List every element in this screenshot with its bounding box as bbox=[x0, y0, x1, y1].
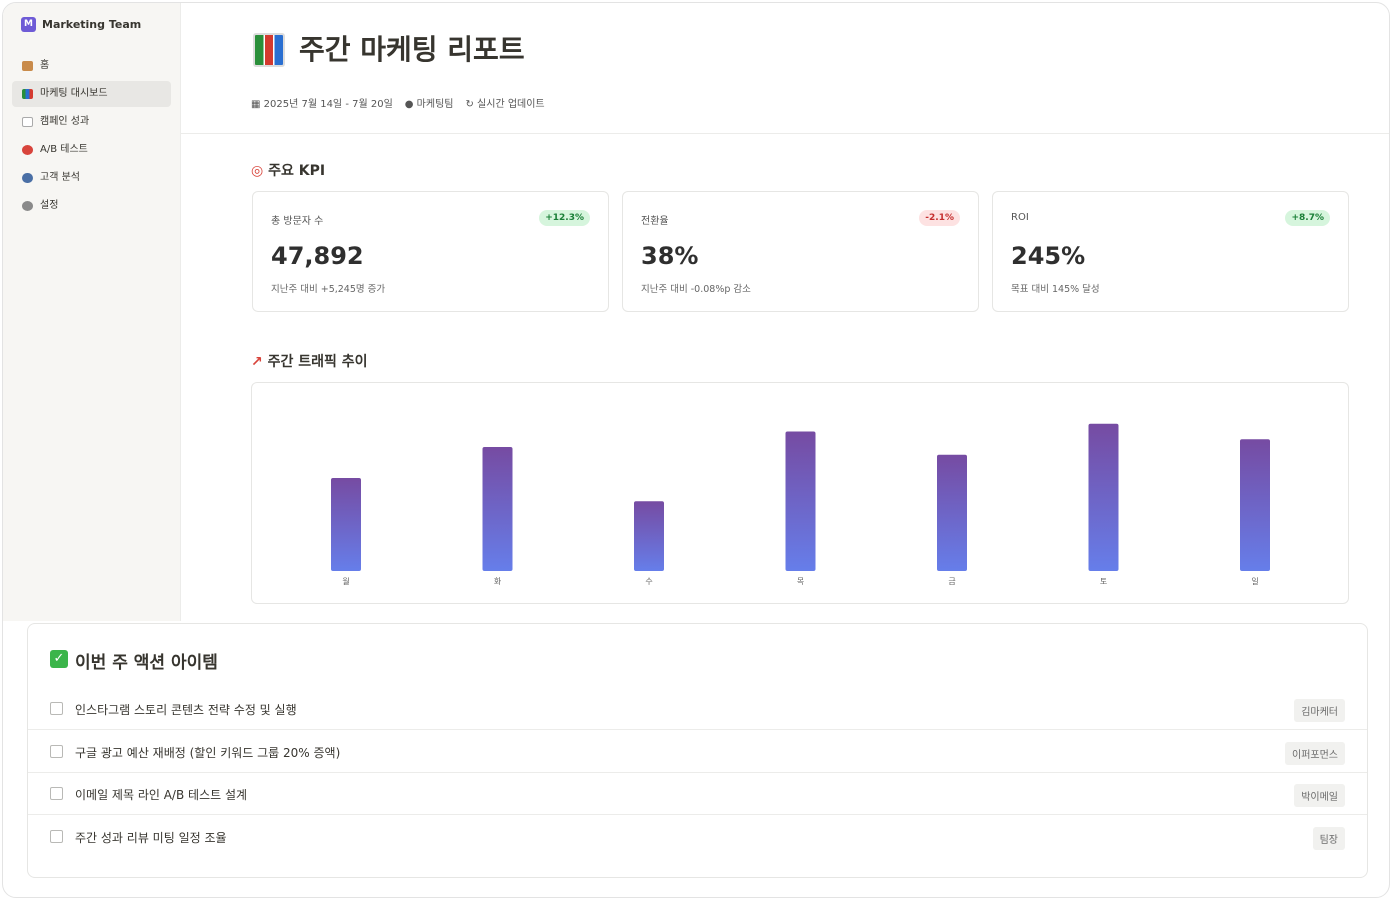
title-icon bbox=[253, 33, 285, 67]
kpi-label: 전환율 bbox=[641, 216, 669, 227]
kpi-badge: +8.7% bbox=[1285, 210, 1330, 226]
kpi-label: 총 방문자 수 bbox=[271, 216, 324, 227]
checkbox[interactable] bbox=[50, 829, 63, 843]
nav-item[interactable]: 설정 bbox=[12, 193, 171, 219]
bar bbox=[937, 454, 967, 571]
nav-item[interactable]: 홈 bbox=[12, 53, 171, 79]
action-title: 이번 주 액션 아이템 bbox=[75, 653, 218, 673]
bar bbox=[634, 501, 664, 571]
kpi-badge: -2.1% bbox=[919, 210, 960, 226]
kpi-note: 목표 대비 145% 달성 bbox=[1011, 284, 1100, 295]
x-tick-label: 화 bbox=[494, 577, 502, 586]
x-tick-label: 일 bbox=[1251, 577, 1258, 586]
nav-label: 고객 분석 bbox=[40, 172, 80, 183]
owner-tag: 박이메일 bbox=[1294, 784, 1345, 807]
check-icon: ✓ bbox=[50, 650, 68, 668]
bar bbox=[482, 447, 513, 571]
checkbox[interactable] bbox=[50, 744, 63, 758]
meta-update: ↻ 실시간 업데이트 bbox=[465, 99, 545, 110]
nav-label: 홈 bbox=[40, 60, 50, 71]
bar bbox=[1088, 423, 1119, 571]
nav-item[interactable]: 캠페인 성과 bbox=[12, 109, 171, 135]
action-row: 구글 광고 예산 재배정 (할인 키워드 그룹 20% 증액) 이퍼포먼스 bbox=[28, 731, 1367, 773]
kpi-note: 지난주 대비 -0.08%p 감소 bbox=[641, 284, 751, 295]
update: 실시간 업데이트 bbox=[477, 99, 545, 110]
x-tick-label: 금 bbox=[948, 577, 955, 586]
divider bbox=[181, 133, 1389, 134]
section-title: ↗ 주간 트래픽 추이 bbox=[251, 354, 368, 370]
nav-item[interactable]: 마케팅 대시보드 bbox=[12, 81, 171, 107]
owner-tag: 이퍼포먼스 bbox=[1285, 741, 1345, 765]
kpi-note: 지난주 대비 +5,245명 증가 bbox=[271, 284, 386, 295]
action-row: 이메일 제목 라인 A/B 테스트 설계 박이메일 bbox=[28, 773, 1367, 815]
x-tick-label: 수 bbox=[645, 577, 652, 586]
kpi-card: ROI +8.7% 245% 목표 대비 145% 달성 bbox=[992, 191, 1349, 312]
x-tick-label: 토 bbox=[1100, 577, 1107, 586]
kpi-badge: +12.3% bbox=[539, 210, 590, 226]
team: 마케팅팀 bbox=[416, 99, 454, 110]
action-text: 인스타그램 스토리 콘텐츠 전략 수정 및 실행 bbox=[75, 703, 297, 717]
section-title: ◎ 주요 KPI bbox=[251, 163, 326, 179]
kpi-value: 38% bbox=[641, 242, 699, 270]
workspace-name[interactable]: Marketing Team bbox=[42, 18, 142, 31]
chart-title: 주간 트래픽 추이 bbox=[267, 354, 368, 370]
date-range: 2025년 7월 14일 - 7월 20일 bbox=[263, 99, 393, 110]
bar bbox=[1240, 439, 1270, 571]
checkbox[interactable] bbox=[50, 787, 63, 800]
workspace-icon: M bbox=[21, 17, 36, 32]
meta-row: ▦ 2025년 7월 14일 - 7월 20일 ● 마케팅팀 ↻ 실시간 업데이… bbox=[251, 95, 545, 110]
nav-label: A/B 테스트 bbox=[40, 144, 88, 155]
action-row: 인스타그램 스토리 콘텐츠 전략 수정 및 실행 김마케터 bbox=[28, 688, 1367, 730]
kpi-card: 전환율 -2.1% 38% 지난주 대비 -0.08%p 감소 bbox=[622, 191, 979, 312]
meta-team: ● 마케팅팀 bbox=[404, 99, 454, 110]
nav-item[interactable]: A/B 테스트 bbox=[12, 137, 171, 163]
page-title: 주간 마케팅 리포트 bbox=[299, 33, 525, 66]
sidebar: M Marketing Team 홈 마케팅 대시보드 캠페인 성과 A/B 테… bbox=[3, 3, 181, 621]
action-text: 구글 광고 예산 재배정 (할인 키워드 그룹 20% 증액) bbox=[75, 745, 341, 760]
kpi-value: 245% bbox=[1011, 242, 1086, 270]
owner-tag: 김마케터 bbox=[1294, 699, 1345, 722]
nav-item[interactable]: 고객 분석 bbox=[12, 165, 171, 191]
action-row: 주간 성과 리뷰 미팅 일정 조율 팀장 bbox=[28, 816, 1367, 858]
kpi-title: 주요 KPI bbox=[268, 163, 326, 179]
owner-tag: 팀장 bbox=[1312, 826, 1345, 850]
x-tick-label: 월 bbox=[342, 576, 349, 586]
action-card: ✓ 이번 주 액션 아이템 인스타그램 스토리 콘텐츠 전략 수정 및 실행 김마… bbox=[27, 623, 1368, 878]
nav-label: 캠페인 성과 bbox=[40, 116, 90, 127]
nav-label: 마케팅 대시보드 bbox=[40, 88, 108, 99]
kpi-value: 47,892 bbox=[271, 242, 364, 270]
meta-date: ▦ 2025년 7월 14일 - 7월 20일 bbox=[251, 99, 393, 110]
kpi-card: 총 방문자 수 +12.3% 47,892 지난주 대비 +5,245명 증가 bbox=[252, 191, 609, 312]
nav-label: 설정 bbox=[40, 200, 59, 211]
bar bbox=[785, 431, 816, 571]
action-text: 이메일 제목 라인 A/B 테스트 설계 bbox=[75, 788, 248, 802]
x-tick-label: 목 bbox=[797, 577, 804, 586]
checkbox[interactable] bbox=[50, 702, 63, 715]
action-text: 주간 성과 리뷰 미팅 일정 조율 bbox=[75, 830, 227, 845]
bar bbox=[331, 478, 361, 571]
kpi-label: ROI bbox=[1011, 212, 1029, 223]
